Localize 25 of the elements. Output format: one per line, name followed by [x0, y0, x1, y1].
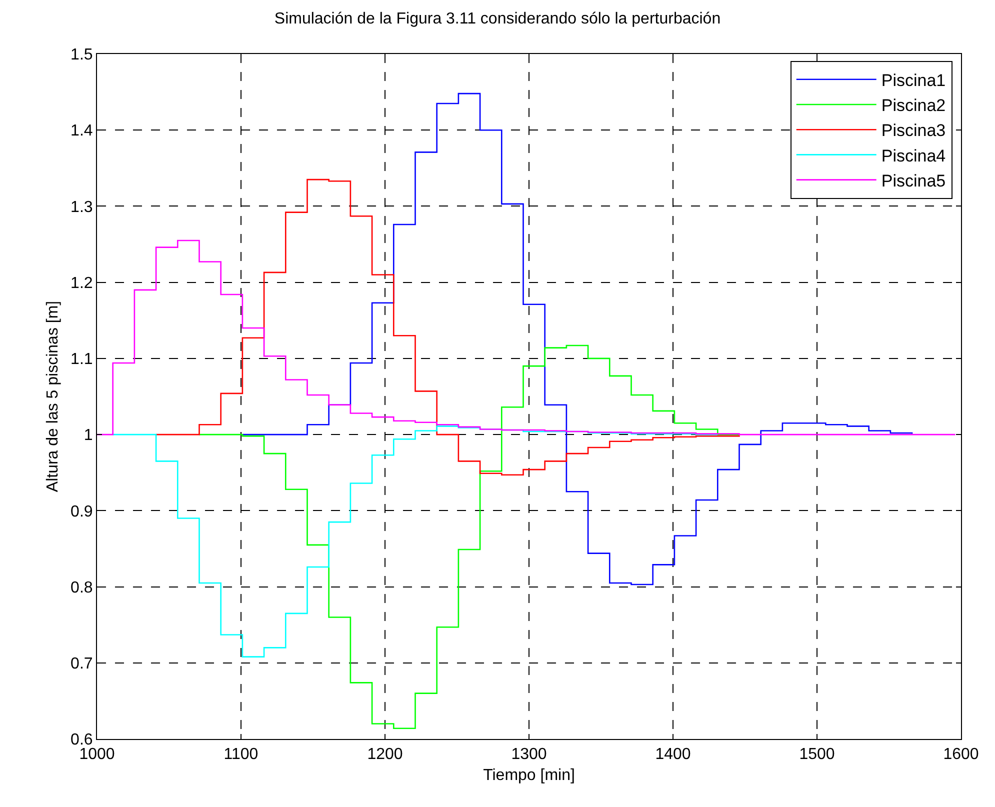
y-tick-label: 1.5 [70, 46, 93, 64]
chart-title: Simulación de la Figura 3.11 considerando sólo la perturbación [274, 10, 721, 28]
y-tick-label: 1.2 [70, 274, 93, 292]
legend-label: Piscina2 [881, 96, 946, 116]
x-tick-label: 1100 [224, 746, 258, 764]
legend-label: Piscina3 [881, 121, 946, 140]
x-tick-label: 1300 [511, 746, 547, 764]
x-axis-title: Tiempo [min] [483, 766, 575, 784]
y-tick-label: 1.4 [70, 122, 93, 140]
y-axis-title: Altura de las 5 piscinas [m] [44, 300, 62, 492]
y-tick-label: 1 [84, 427, 93, 444]
legend-label: Piscina4 [881, 146, 946, 166]
x-tick-label: 1600 [943, 746, 979, 764]
y-tick-label: 0.7 [70, 655, 93, 672]
y-tick-label: 1.3 [70, 198, 93, 216]
legend-label: Piscina1 [881, 71, 946, 90]
x-tick-label: 1000 [79, 746, 115, 764]
y-tick-label: 0.8 [70, 579, 93, 596]
x-tick-label: 1500 [799, 746, 835, 764]
y-tick-label: 0.9 [70, 503, 93, 520]
x-tick-label: 1400 [655, 746, 691, 764]
y-tick-label: 0.6 [70, 732, 93, 749]
legend-label: Piscina5 [881, 171, 946, 190]
x-tick-label: 1200 [367, 746, 403, 764]
y-tick-label: 1.1 [70, 351, 93, 368]
